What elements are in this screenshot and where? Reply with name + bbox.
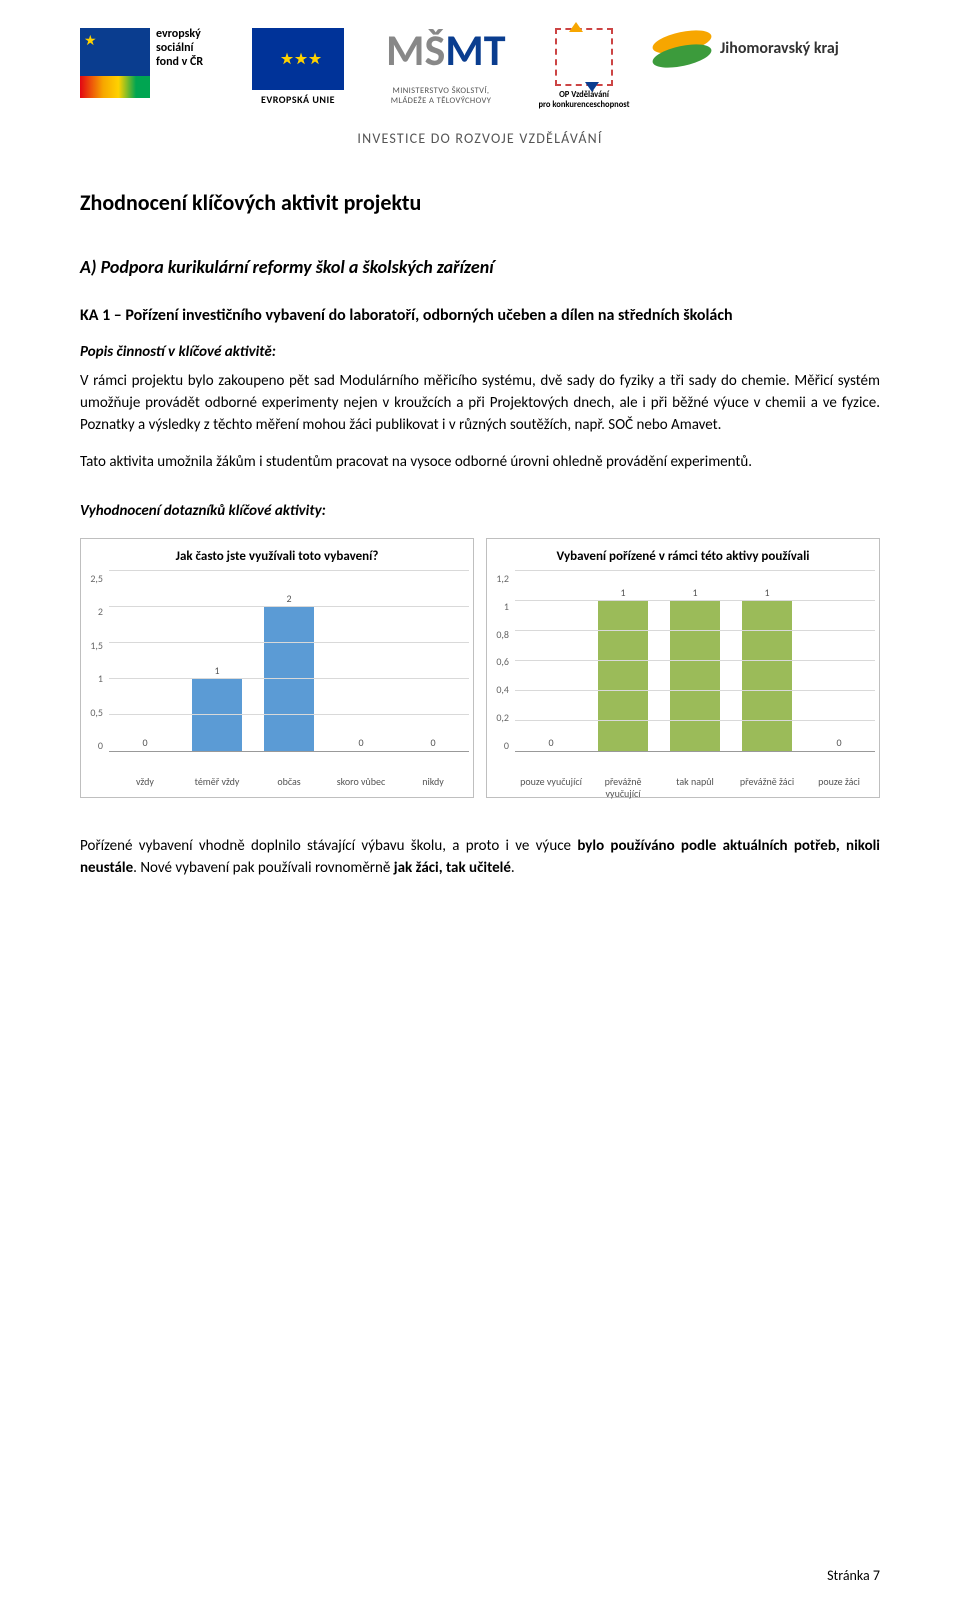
op-line: pro konkurenceschopnost (538, 100, 629, 110)
esf-logo: ★ evropský sociální fond v ČR (80, 28, 230, 118)
eu-label: EVROPSKÁ UNIE (261, 94, 335, 106)
charts-row: Jak často jste využívali toto vybavení? … (80, 538, 880, 798)
evaluation-label: Vyhodnocení dotazníků klíčové aktivity: (80, 502, 880, 520)
esf-text-line: evropský (156, 28, 203, 42)
chart-2-x-axis: pouze vyučujícípřevážně vyučujícítak nap… (515, 772, 875, 799)
chart-1-x-axis: vždytéměř vždyobčasskoro vůbecnikdy (109, 772, 469, 788)
page-footer: Stránka 7 (827, 1567, 880, 1584)
jmk-logo: Jihomoravský kraj (652, 28, 852, 68)
subsection-a-title: A) Podpora kurikulární reformy škol a šk… (80, 256, 880, 278)
eu-logo: ⋆⋆⋆ EVROPSKÁ UNIE (248, 28, 348, 106)
invest-tagline: INVESTICE DO ROZVOJE VZDĚLÁVÁNÍ (80, 130, 880, 147)
header-logo-row: ★ evropský sociální fond v ČR ⋆⋆⋆ EVROPS… (80, 0, 880, 118)
paragraph-2: Tato aktivita umožnila žákům i studentům… (80, 452, 880, 474)
op-logo: OP Vzdělávání pro konkurenceschopnost (534, 28, 634, 110)
chart-2: Vybavení pořízené v rámci této aktivy po… (486, 538, 880, 798)
chart-2-plot: 01110 (515, 572, 875, 752)
conclusion-text: . Nové vybavení pak používali rovnoměrně (133, 859, 394, 877)
ka1-title: KA 1 – Pořízení investičního vybavení do… (80, 306, 880, 325)
chart-1-plot: 01200 (109, 572, 469, 752)
chart-2-y-axis: 1,210,80,60,40,20 (491, 572, 515, 752)
conclusion-text: Pořízené vybavení vhodně doplnilo stávaj… (80, 837, 577, 855)
chart-1-y-axis: 2,521,510,50 (85, 572, 109, 752)
conclusion-text: . (511, 859, 515, 877)
msmt-line: MINISTERSTVO ŠKOLSTVÍ, (393, 86, 490, 96)
conclusion-bold: jak žáci, tak učitelé (394, 859, 511, 877)
chart-1-title: Jak často jste využívali toto vybavení? (85, 549, 469, 564)
op-line: OP Vzdělávání (559, 90, 609, 100)
msmt-line: MLÁDEŽE A TĚLOVÝCHOVY (391, 96, 492, 106)
conclusion-paragraph: Pořízené vybavení vhodně doplnilo stávaj… (80, 836, 880, 880)
jmk-text: Jihomoravský kraj (720, 39, 839, 58)
chart-1: Jak často jste využívali toto vybavení? … (80, 538, 474, 798)
description-label: Popis činností v klíčové aktivitě: (80, 343, 880, 361)
paragraph-1: V rámci projektu bylo zakoupeno pět sad … (80, 371, 880, 436)
msmt-logo: MŠMT MINISTERSTVO ŠKOLSTVÍ, MLÁDEŽE A TĚ… (366, 28, 516, 106)
esf-text-line: fond v ČR (156, 56, 203, 70)
section-title: Zhodnocení klíčových aktivit projektu (80, 189, 880, 216)
chart-2-title: Vybavení pořízené v rámci této aktivy po… (491, 549, 875, 564)
esf-text-line: sociální (156, 42, 203, 56)
